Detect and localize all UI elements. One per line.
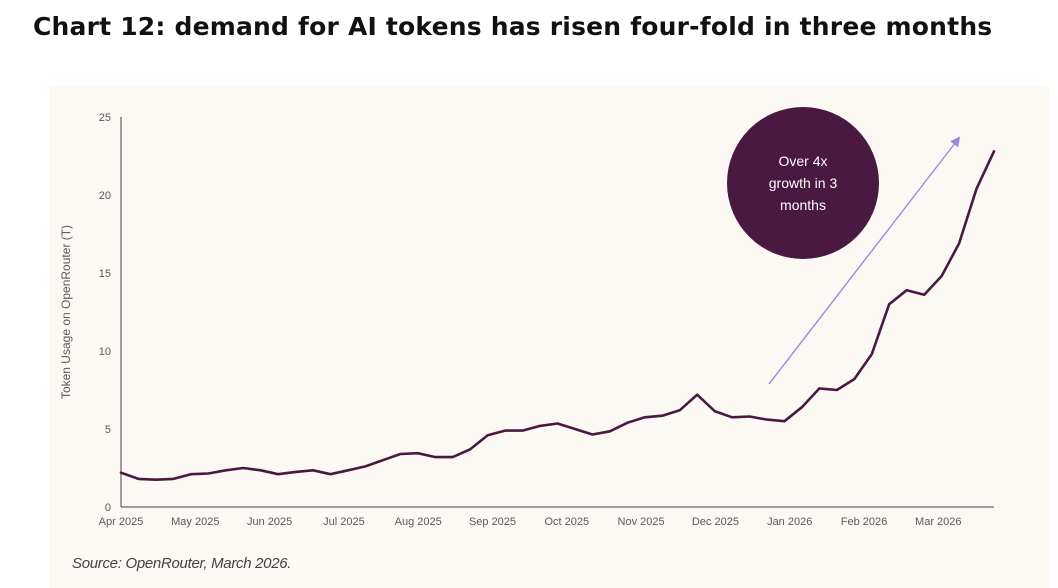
x-tick-label: Feb 2026	[841, 516, 887, 528]
chart-title: Chart 12: demand for AI tokens has risen…	[33, 12, 993, 41]
growth-arrow	[768, 136, 961, 385]
x-tick-label: May 2025	[171, 516, 219, 528]
annotation-bubble	[727, 107, 879, 259]
annotation-text: growth in 3	[769, 175, 838, 191]
series-line	[119, 150, 996, 482]
growth-annotation: Over 4x growth in 3 months	[727, 107, 961, 385]
x-tick-label: Oct 2025	[544, 516, 589, 528]
y-axis: 0 5 10 15 20 25	[99, 112, 122, 514]
y-tick-label: 10	[99, 346, 111, 358]
x-tick-label: Sep 2025	[469, 516, 516, 528]
y-tick-label: 0	[105, 502, 111, 514]
x-tick-label: Aug 2025	[395, 516, 442, 528]
source-note: Source: OpenRouter, March 2026.	[72, 555, 292, 572]
annotation-text: Over 4x	[778, 153, 827, 169]
x-tick-label: Jul 2025	[323, 516, 365, 528]
y-axis-label: Token Usage on OpenRouter (T)	[59, 225, 73, 399]
x-tick-label: Jan 2026	[767, 516, 812, 528]
x-tick-label: Nov 2025	[618, 516, 665, 528]
x-axis: Apr 2025 May 2025 Jun 2025 Jul 2025 Aug 2025…	[99, 506, 994, 528]
y-tick-label: 25	[99, 112, 111, 124]
x-tick-label: Dec 2025	[692, 516, 739, 528]
chart-panel	[49, 86, 1049, 588]
y-tick-label: 5	[105, 424, 111, 436]
annotation-text: months	[780, 197, 826, 213]
x-tick-label: Jun 2025	[247, 516, 292, 528]
series-group	[119, 150, 996, 482]
x-tick-label: Mar 2026	[915, 516, 961, 528]
y-tick-label: 15	[99, 268, 111, 280]
y-tick-label: 20	[99, 190, 111, 202]
x-tick-label: Apr 2025	[99, 516, 144, 528]
